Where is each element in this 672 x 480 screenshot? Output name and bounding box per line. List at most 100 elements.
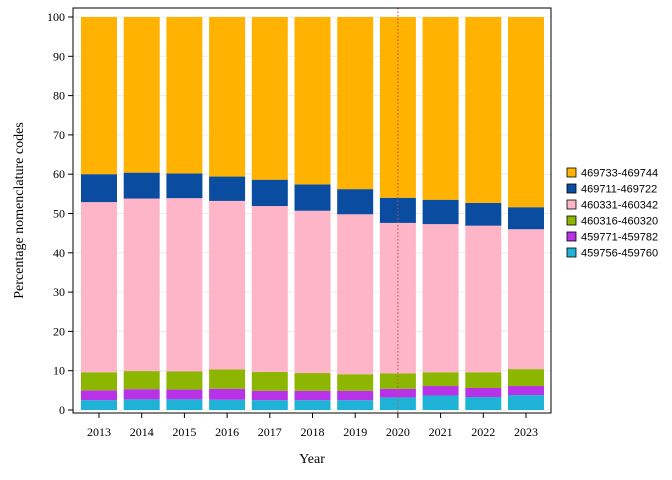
bar-stack-2016 [209,17,246,410]
bar-segment-2017-series-1 [251,390,288,401]
bar-segment-2015-series-2 [166,371,203,390]
bar-stack-2013 [81,17,117,410]
y-tick-label: 30 [53,285,65,299]
bar-segment-2017-series-3 [251,206,288,372]
bar-stack-2017 [251,17,288,410]
legend: 469733-469744 469711-469722 460331-460342 4… [566,167,658,260]
legend-label: 459756-459760 [581,248,658,260]
bar-segment-2019-series-3 [337,214,374,375]
bar-segment-2021-series-1 [422,386,459,396]
bars [81,17,544,410]
y-tick-label: 60 [53,167,65,181]
y-tick-label: 50 [53,207,65,221]
legend-label: 469733-469744 [581,168,658,180]
bar-segment-2022-series-5 [465,17,502,203]
bar-segment-2014-series-1 [123,389,160,400]
legend-item: 469711-469722 [566,183,657,196]
x-tick-label: 2015 [172,425,196,439]
bar-segment-2016-series-4 [209,176,246,201]
bar-segment-2013-series-1 [81,390,117,401]
y-tick-label: 90 [53,49,65,63]
y-tick-label: 20 [53,324,65,338]
bar-segment-2015-series-5 [166,17,203,174]
legend-label: 469711-469722 [581,184,657,196]
bar-segment-2013-series-4 [81,174,117,203]
legend-label: 460316-460320 [581,216,658,228]
bar-segment-2019-series-0 [337,400,374,410]
x-tick-label: 2013 [87,425,111,439]
bar-segment-2022-series-4 [465,202,502,226]
x-tick-label: 2018 [301,425,325,439]
legend-label: 459771-459782 [581,232,658,244]
bar-segment-2023-series-3 [508,229,544,370]
x-tick-label: 2021 [429,425,453,439]
y-axis: 0 10 20 30 40 50 60 70 80 90 100 [47,10,73,417]
bar-segment-2016-series-5 [209,17,246,177]
bar-segment-2021-series-0 [422,395,459,410]
y-axis-title: Percentage nomenclature codes [12,122,27,298]
x-tick-label: 2022 [471,425,495,439]
bar-segment-2017-series-0 [251,400,288,410]
bar-stack-2022 [465,17,502,410]
y-tick-label: 40 [53,246,65,260]
y-tick-label: 10 [53,364,65,378]
bar-segment-2019-series-5 [337,17,374,190]
legend-swatch [566,199,577,210]
x-tick-label: 2019 [343,425,367,439]
bar-segment-2020-series-3 [379,222,416,374]
legend-swatch [566,183,577,194]
bar-stack-2018 [294,17,331,410]
bar-segment-2013-series-3 [81,202,117,373]
bar-segment-2019-series-1 [337,390,374,401]
bar-segment-2013-series-5 [81,17,117,175]
legend-item: 459771-459782 [566,231,658,244]
bar-segment-2023-series-0 [508,395,544,410]
bar-segment-2021-series-2 [422,372,459,387]
bar-segment-2016-series-2 [209,369,246,389]
bar-stack-2021 [422,17,459,410]
bar-segment-2018-series-3 [294,210,331,374]
bar-segment-2021-series-3 [422,224,459,373]
legend-swatch [566,247,577,258]
bar-segment-2018-series-2 [294,373,331,391]
bar-segment-2014-series-5 [123,17,160,173]
bar-segment-2015-series-3 [166,198,203,372]
bar-segment-2017-series-5 [251,17,288,180]
bar-segment-2014-series-0 [123,399,160,410]
bar-segment-2022-series-2 [465,372,502,388]
bar-segment-2022-series-0 [465,397,502,410]
legend-swatch [566,215,577,226]
bar-segment-2015-series-0 [166,399,203,410]
bar-segment-2021-series-4 [422,199,459,225]
bar-segment-2023-series-2 [508,369,544,387]
x-axis: 2013 2014 2015 2016 2017 2018 2019 2020 2021 2022… [87,413,538,439]
legend-item: 460331-460342 [566,199,658,212]
bar-segment-2016-series-1 [209,388,246,400]
bar-segment-2018-series-1 [294,390,331,401]
y-tick-label: 80 [53,89,65,103]
x-tick-label: 2014 [130,425,154,439]
bar-segment-2022-series-3 [465,225,502,373]
bar-segment-2018-series-0 [294,400,331,410]
legend-swatch [566,167,577,178]
bar-segment-2015-series-1 [166,389,203,400]
bar-segment-2013-series-0 [81,400,117,410]
legend-item: 460316-460320 [566,215,658,228]
bar-stack-2015 [166,17,203,410]
bar-segment-2018-series-4 [294,184,331,211]
legend-item: 469733-469744 [566,167,658,180]
x-axis-title: Year [299,452,325,467]
bar-segment-2014-series-3 [123,198,160,372]
y-tick-label: 70 [53,128,65,142]
bar-segment-2022-series-1 [465,387,502,398]
legend-swatch [566,231,577,242]
bar-segment-2019-series-4 [337,189,374,215]
bar-stack-2023 [508,17,544,410]
y-tick-label: 100 [47,10,65,24]
bar-segment-2019-series-2 [337,374,374,391]
x-tick-label: 2017 [258,425,282,439]
bar-segment-2014-series-2 [123,371,160,390]
legend-label: 460331-460342 [581,200,658,212]
